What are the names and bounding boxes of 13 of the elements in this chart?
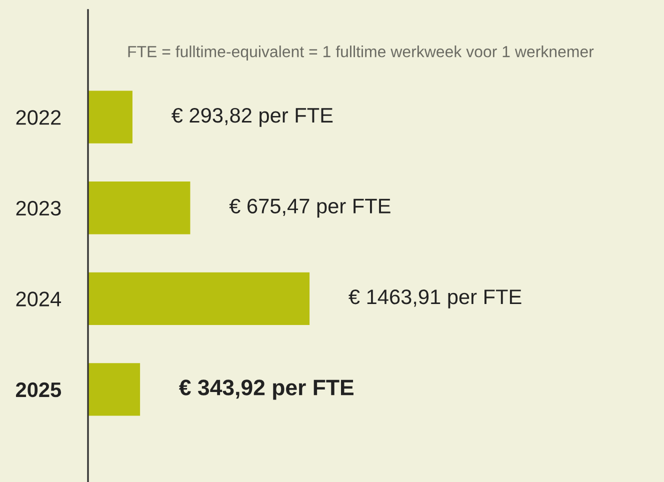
data-label: € 1463,91 per FTE — [348, 289, 522, 308]
y-tick-label: 2023 — [16, 200, 61, 216]
annotation: FTE = fulltime-equivalent = 1 fulltime werkweek voor 1 werknemer — [128, 46, 594, 60]
bar — [88, 90, 132, 144]
data-label: € 675,47 per FTE — [229, 198, 390, 218]
y-tick-label: 2024 — [16, 292, 62, 306]
data-label: € 293,82 per FTE — [172, 108, 333, 127]
bar — [88, 182, 190, 234]
bar — [88, 272, 310, 325]
y-tick-label: 2022 — [16, 110, 61, 125]
data-label: € 343,92 per FTE — [179, 380, 354, 400]
y-tick-label: 2025 — [16, 382, 62, 398]
bar — [88, 363, 140, 416]
